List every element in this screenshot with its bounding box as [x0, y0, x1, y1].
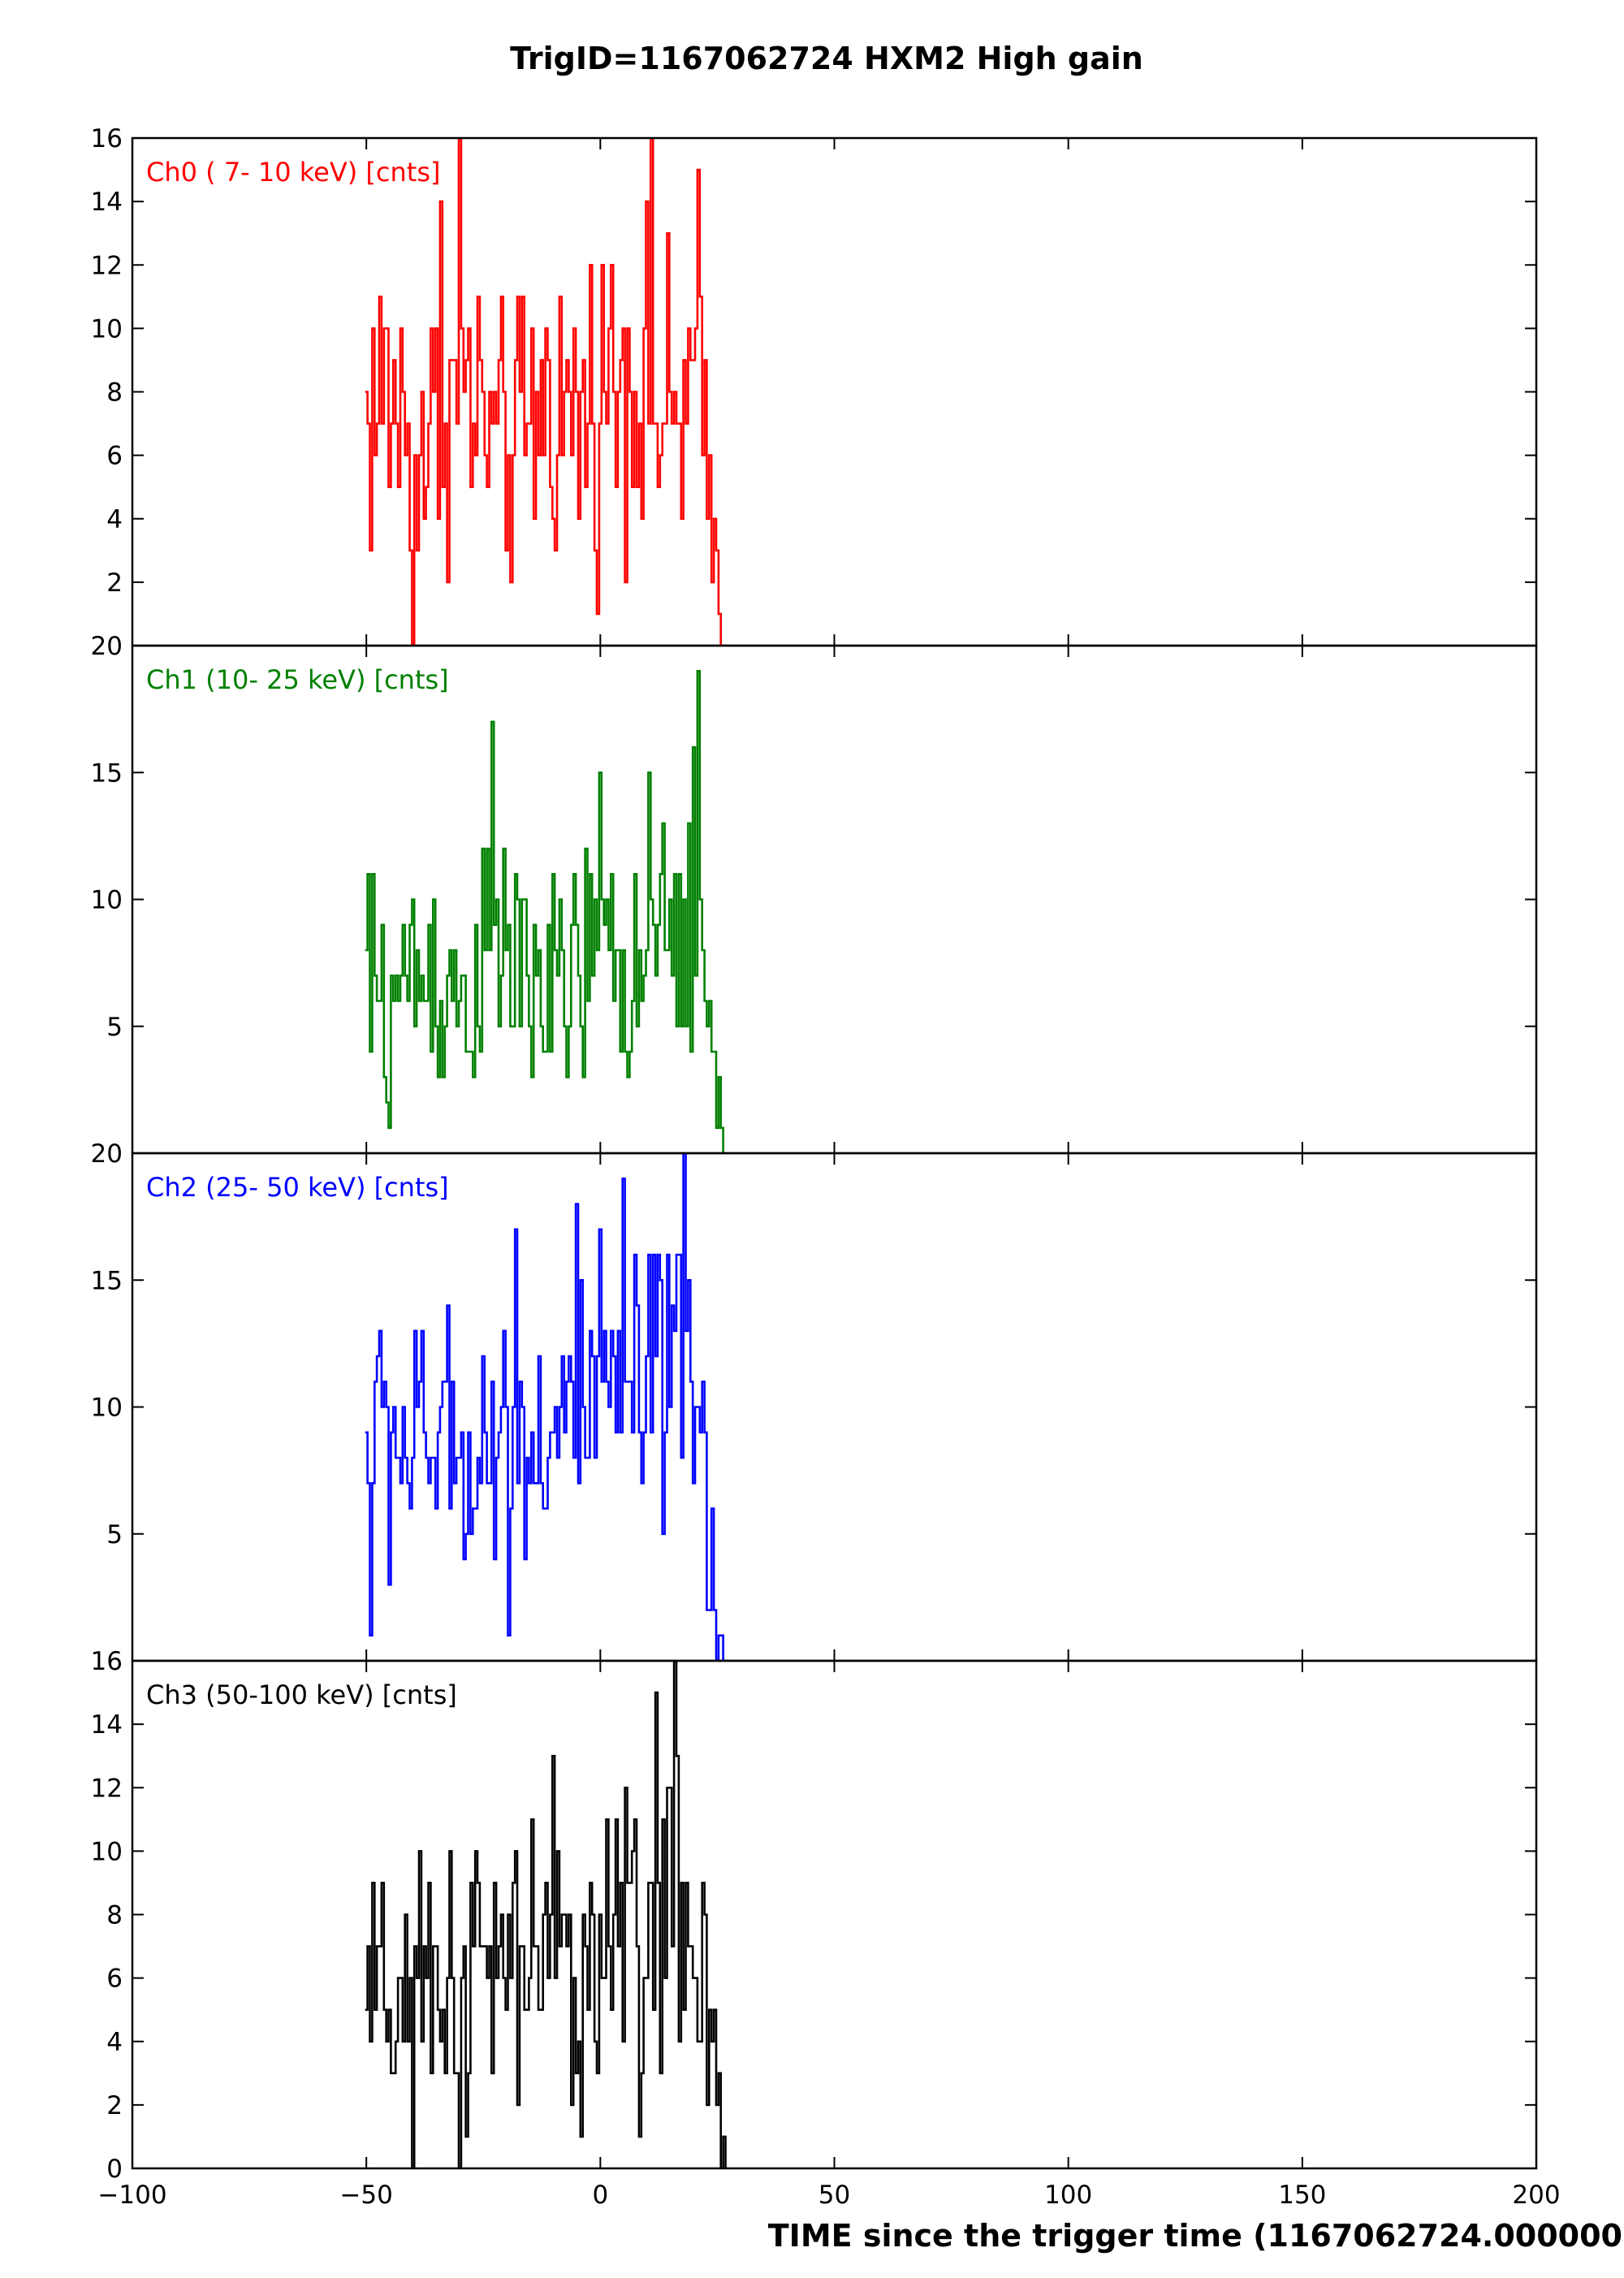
- x-tick-label: 0: [592, 2181, 608, 2210]
- trace-ch3: [365, 1661, 728, 2168]
- panel-label-ch1: Ch1 (10- 25 keV) [cnts]: [146, 664, 449, 695]
- y-tick-label: 14: [91, 1710, 123, 1740]
- panel-label-ch3: Ch3 (50-100 keV) [cnts]: [146, 1679, 457, 1710]
- x-axis-label: TIME since the trigger time (1167062724.…: [768, 2218, 1624, 2254]
- panels-group: 2 4 6 8 10 12 14 16 Ch0 ( 7- 10 keV) [cnts] 5 10 15…: [91, 124, 1538, 2184]
- y-tick-label: 10: [91, 314, 123, 344]
- y-tick-label: 20: [91, 632, 123, 661]
- x-tick-label: 200: [1512, 2181, 1560, 2210]
- x-tick-label: 150: [1278, 2181, 1326, 2210]
- axes-frame-ch1: [131, 644, 1538, 1155]
- y-tick-label: 16: [91, 124, 123, 153]
- chart-title: TrigID=1167062724 HXM2 High gain: [510, 41, 1143, 76]
- y-tick-label: 16: [91, 1647, 123, 1676]
- y-tick-label: 15: [91, 759, 123, 788]
- panel-ch3: 0 2 4 6 8 10 12 14 16 Ch3 (50-100 keV) [cnts]: [91, 1647, 1538, 2184]
- y-tick-label: 6: [106, 1965, 123, 1994]
- y-tick-label: 4: [106, 505, 123, 534]
- y-tick-label: 14: [91, 188, 123, 217]
- axes-frame-ch3: [131, 1659, 1538, 2170]
- y-tick-label: 15: [91, 1266, 123, 1295]
- y-tick-label: 4: [106, 2028, 123, 2057]
- panel-label-ch0: Ch0 ( 7- 10 keV) [cnts]: [146, 157, 440, 188]
- y-tick-label: 10: [91, 1837, 123, 1866]
- panel-label-ch2: Ch2 (25- 50 keV) [cnts]: [146, 1172, 449, 1203]
- panel-ch0: 2 4 6 8 10 12 14 16 Ch0 ( 7- 10 keV) [cnts]: [91, 124, 1538, 647]
- y-tick-label: 10: [91, 886, 123, 915]
- y-tick-label: 0: [106, 2155, 123, 2184]
- x-tick-label: −100: [97, 2181, 166, 2210]
- y-tick-label: 5: [106, 1520, 123, 1550]
- axes-frame-ch0: [131, 136, 1538, 647]
- y-tick-label: 20: [91, 1139, 123, 1169]
- y-tick-label: 12: [91, 251, 123, 280]
- y-tick-label: 10: [91, 1394, 123, 1423]
- trace-ch0: [365, 138, 728, 646]
- panel-ch2: 5 10 15 20 Ch2 (25- 50 keV) [cnts]: [91, 1139, 1538, 1662]
- x-tick-label: −50: [339, 2181, 392, 2210]
- y-tick-label: 2: [106, 568, 123, 598]
- y-tick-label: 2: [106, 2091, 123, 2120]
- x-tick-label: 100: [1044, 2181, 1092, 2210]
- panel-ch1: 5 10 15 20 Ch1 (10- 25 keV) [cnts]: [91, 632, 1538, 1155]
- x-tick-label: 50: [818, 2181, 850, 2210]
- trace-ch1: [365, 670, 728, 1153]
- trace-ch2: [365, 1153, 728, 1661]
- y-tick-label: 6: [106, 442, 123, 471]
- axes-frame-ch2: [131, 1152, 1538, 1662]
- x-axis-ticks: −100 −50 0 50 100 150 200: [97, 2181, 1560, 2210]
- y-tick-label: 8: [106, 378, 123, 408]
- y-tick-label: 8: [106, 1901, 123, 1930]
- y-tick-label: 12: [91, 1774, 123, 1803]
- y-tick-label: 5: [106, 1013, 123, 1042]
